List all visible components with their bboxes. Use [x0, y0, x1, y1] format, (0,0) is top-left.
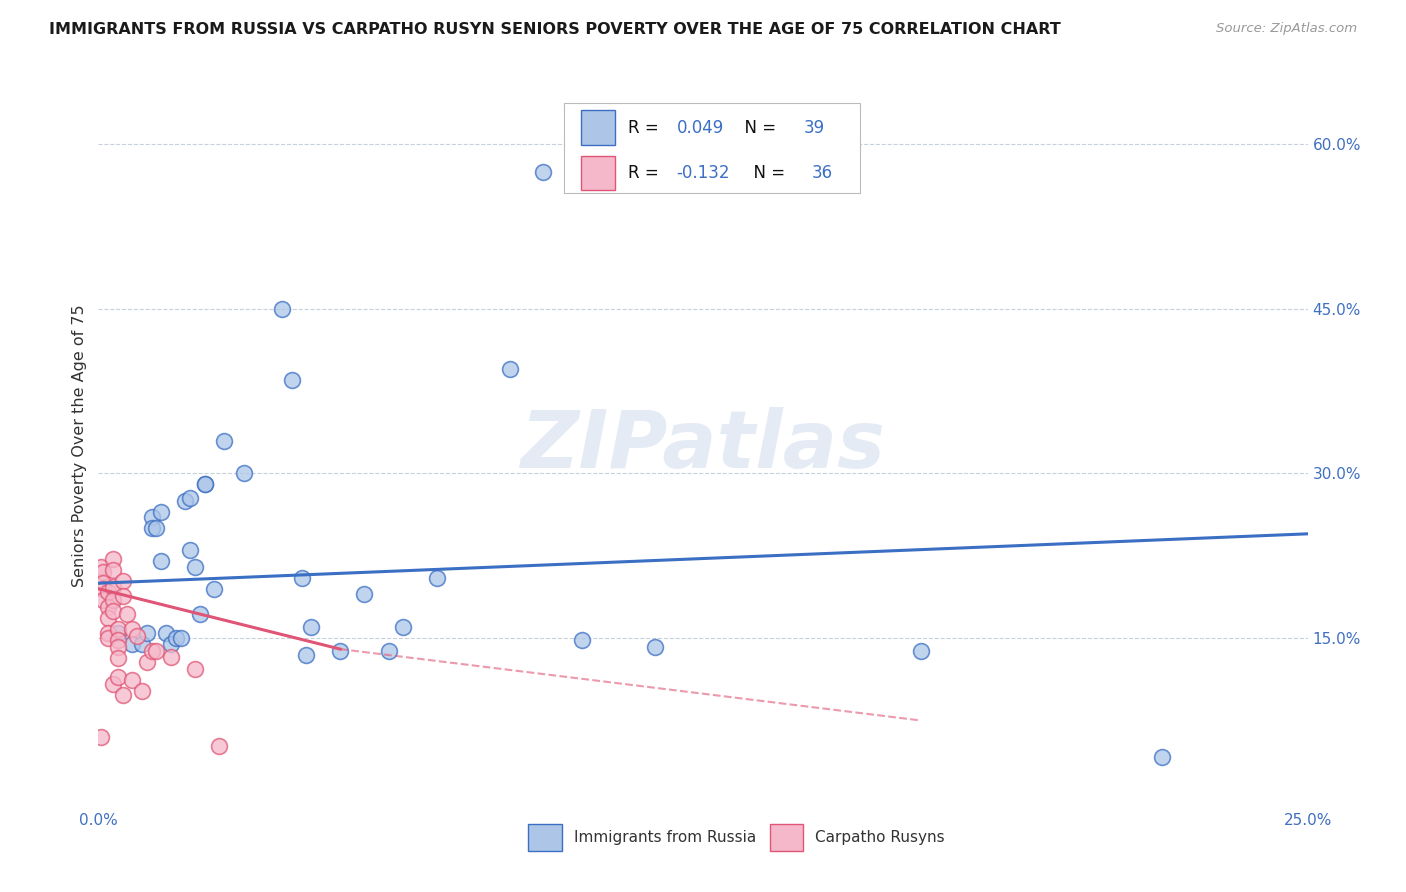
Bar: [527, 824, 561, 851]
Point: [145, 644, 167, 658]
Point: [150, 554, 173, 568]
Text: 36: 36: [811, 164, 832, 182]
Y-axis label: Seniors Poverty Over the Age of 75: Seniors Poverty Over the Age of 75: [72, 305, 87, 587]
Point: [91, 576, 114, 591]
Point: [377, 644, 399, 658]
Point: [353, 587, 375, 601]
Point: [111, 574, 134, 588]
Point: [91, 582, 114, 596]
Point: [107, 651, 129, 665]
Point: [295, 648, 318, 662]
Point: [160, 637, 183, 651]
Point: [90, 559, 112, 574]
Text: Carpatho Rusyns: Carpatho Rusyns: [815, 830, 945, 846]
Point: [174, 494, 197, 508]
Point: [155, 625, 177, 640]
Bar: [769, 824, 803, 851]
Point: [107, 633, 129, 648]
Point: [121, 637, 143, 651]
Point: [208, 739, 231, 753]
Text: IMMIGRANTS FROM RUSSIA VS CARPATHO RUSYN SENIORS POVERTY OVER THE AGE OF 75 CORR: IMMIGRANTS FROM RUSSIA VS CARPATHO RUSYN…: [49, 22, 1062, 37]
Point: [212, 434, 235, 448]
Point: [188, 607, 211, 621]
Point: [101, 563, 124, 577]
Point: [111, 590, 134, 604]
Point: [91, 566, 114, 580]
Point: [644, 640, 666, 654]
Point: [184, 559, 207, 574]
Text: R =: R =: [628, 164, 664, 182]
Point: [111, 688, 134, 702]
Point: [165, 631, 187, 645]
Point: [194, 477, 217, 491]
Point: [135, 655, 157, 669]
Point: [97, 600, 120, 615]
Point: [121, 673, 143, 687]
Point: [101, 604, 124, 618]
Text: Immigrants from Russia: Immigrants from Russia: [574, 830, 756, 846]
Point: [426, 571, 449, 585]
Point: [150, 505, 173, 519]
Point: [145, 521, 167, 535]
Point: [204, 582, 226, 596]
Point: [97, 625, 120, 640]
Point: [101, 677, 124, 691]
Point: [281, 373, 304, 387]
Point: [169, 631, 191, 645]
Text: Source: ZipAtlas.com: Source: ZipAtlas.com: [1216, 22, 1357, 36]
Point: [290, 571, 312, 585]
Point: [97, 631, 120, 645]
Text: 0.049: 0.049: [676, 119, 724, 136]
Point: [141, 521, 163, 535]
Point: [160, 649, 183, 664]
Point: [299, 620, 322, 634]
Point: [107, 640, 129, 654]
Point: [1152, 749, 1174, 764]
Point: [121, 623, 143, 637]
Point: [107, 625, 129, 640]
Point: [232, 467, 254, 481]
FancyBboxPatch shape: [564, 103, 860, 193]
Text: N =: N =: [742, 164, 790, 182]
Text: 39: 39: [803, 119, 824, 136]
Point: [498, 362, 520, 376]
Point: [101, 592, 124, 607]
Text: N =: N =: [734, 119, 782, 136]
Point: [107, 623, 129, 637]
Point: [97, 585, 120, 599]
Point: [101, 552, 124, 566]
Point: [131, 683, 153, 698]
Point: [179, 491, 201, 505]
Bar: [581, 156, 614, 190]
Point: [107, 669, 129, 683]
Point: [97, 611, 120, 625]
Text: R =: R =: [628, 119, 664, 136]
Point: [127, 629, 149, 643]
Point: [184, 662, 207, 676]
Point: [101, 580, 124, 594]
Point: [329, 644, 352, 658]
Point: [90, 730, 112, 744]
Point: [141, 644, 163, 658]
Text: ZIPatlas: ZIPatlas: [520, 407, 886, 485]
Point: [135, 625, 157, 640]
Point: [91, 592, 114, 607]
Point: [141, 510, 163, 524]
Point: [571, 633, 593, 648]
Bar: [581, 111, 614, 145]
Point: [131, 637, 153, 651]
Point: [531, 164, 554, 178]
Text: -0.132: -0.132: [676, 164, 730, 182]
Point: [271, 301, 294, 316]
Point: [194, 477, 217, 491]
Point: [392, 620, 415, 634]
Point: [179, 543, 201, 558]
Point: [117, 607, 139, 621]
Point: [910, 644, 932, 658]
